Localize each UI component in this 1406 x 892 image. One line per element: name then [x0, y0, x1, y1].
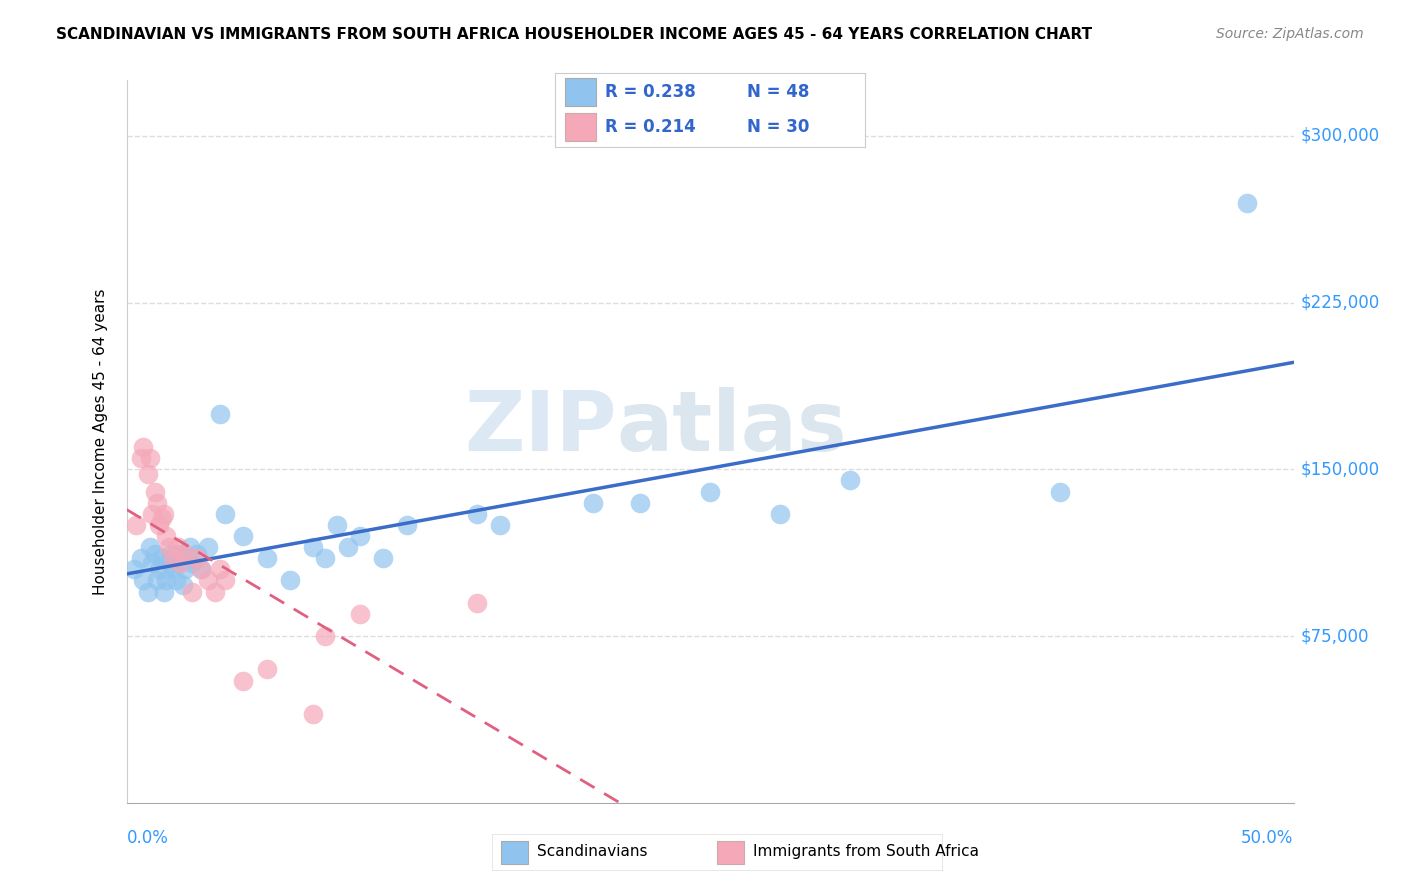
- Text: 50.0%: 50.0%: [1241, 829, 1294, 847]
- Point: [349, 607, 371, 621]
- Text: $225,000: $225,000: [1301, 293, 1379, 311]
- Point: [214, 574, 236, 588]
- Point: [160, 547, 183, 561]
- Point: [839, 474, 862, 488]
- Point: [256, 551, 278, 566]
- Text: $150,000: $150,000: [1301, 460, 1379, 478]
- Point: [155, 574, 177, 588]
- Point: [628, 496, 651, 510]
- Point: [167, 540, 190, 554]
- FancyBboxPatch shape: [565, 78, 596, 106]
- Point: [165, 574, 187, 588]
- Text: N = 48: N = 48: [747, 83, 810, 102]
- Point: [162, 562, 184, 576]
- Point: [129, 451, 152, 466]
- Point: [129, 551, 152, 566]
- FancyBboxPatch shape: [717, 841, 744, 864]
- Point: [489, 517, 512, 532]
- Point: [582, 496, 605, 510]
- FancyBboxPatch shape: [565, 113, 596, 141]
- Point: [122, 562, 145, 576]
- Point: [465, 596, 488, 610]
- Text: $75,000: $75,000: [1301, 627, 1369, 645]
- Point: [197, 574, 219, 588]
- Point: [769, 507, 792, 521]
- Point: [214, 507, 236, 521]
- Text: SCANDINAVIAN VS IMMIGRANTS FROM SOUTH AFRICA HOUSEHOLDER INCOME AGES 45 - 64 YEA: SCANDINAVIAN VS IMMIGRANTS FROM SOUTH AF…: [56, 27, 1092, 42]
- Point: [232, 529, 254, 543]
- Point: [143, 484, 166, 499]
- Point: [150, 551, 173, 566]
- Text: $300,000: $300,000: [1301, 127, 1379, 145]
- Text: N = 30: N = 30: [747, 119, 810, 136]
- Point: [162, 551, 184, 566]
- Point: [699, 484, 721, 499]
- Text: atlas: atlas: [617, 386, 848, 467]
- Point: [155, 529, 177, 543]
- Point: [132, 574, 155, 588]
- Point: [373, 551, 395, 566]
- Point: [190, 562, 212, 576]
- Point: [157, 556, 180, 570]
- Point: [141, 507, 163, 521]
- Point: [1049, 484, 1071, 499]
- Point: [150, 511, 173, 525]
- Point: [208, 562, 231, 576]
- Point: [256, 662, 278, 676]
- Point: [125, 517, 148, 532]
- Point: [180, 584, 202, 599]
- Point: [153, 507, 176, 521]
- Y-axis label: Householder Income Ages 45 - 64 years: Householder Income Ages 45 - 64 years: [93, 288, 108, 595]
- Point: [232, 673, 254, 688]
- Point: [176, 551, 198, 566]
- Point: [169, 547, 191, 561]
- Point: [143, 547, 166, 561]
- Point: [186, 547, 208, 561]
- Point: [314, 551, 336, 566]
- Point: [1236, 195, 1258, 210]
- Text: Source: ZipAtlas.com: Source: ZipAtlas.com: [1216, 27, 1364, 41]
- Text: R = 0.238: R = 0.238: [605, 83, 696, 102]
- Point: [167, 551, 190, 566]
- Point: [172, 578, 194, 592]
- Point: [148, 517, 170, 532]
- Point: [139, 540, 162, 554]
- Point: [180, 556, 202, 570]
- Point: [465, 507, 488, 521]
- Point: [174, 547, 197, 561]
- Point: [197, 540, 219, 554]
- Point: [153, 584, 176, 599]
- Text: R = 0.214: R = 0.214: [605, 119, 696, 136]
- Text: Scandinavians: Scandinavians: [537, 845, 648, 859]
- Point: [302, 706, 325, 721]
- Point: [278, 574, 301, 588]
- Point: [179, 540, 201, 554]
- Point: [302, 540, 325, 554]
- Point: [169, 556, 191, 570]
- Point: [204, 584, 226, 599]
- Text: Immigrants from South Africa: Immigrants from South Africa: [754, 845, 979, 859]
- Point: [314, 629, 336, 643]
- Point: [139, 451, 162, 466]
- Point: [146, 574, 169, 588]
- Point: [208, 407, 231, 421]
- Point: [174, 562, 197, 576]
- Point: [395, 517, 418, 532]
- FancyBboxPatch shape: [501, 841, 529, 864]
- Text: ZIP: ZIP: [464, 386, 617, 467]
- Point: [146, 496, 169, 510]
- Text: 0.0%: 0.0%: [127, 829, 169, 847]
- Point: [148, 562, 170, 576]
- Point: [337, 540, 360, 554]
- Point: [167, 556, 190, 570]
- Point: [157, 540, 180, 554]
- Point: [349, 529, 371, 543]
- Point: [325, 517, 347, 532]
- Point: [136, 467, 159, 481]
- Point: [141, 556, 163, 570]
- Point: [136, 584, 159, 599]
- Point: [132, 440, 155, 454]
- Point: [190, 562, 212, 576]
- Point: [186, 551, 208, 566]
